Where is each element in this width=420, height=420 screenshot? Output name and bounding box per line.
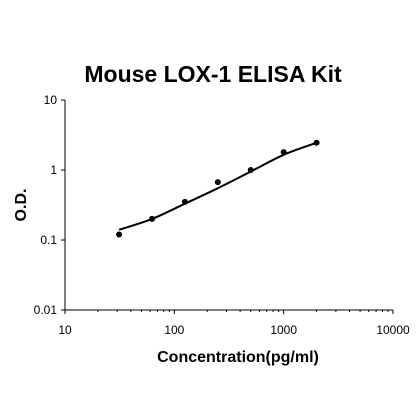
data-point: [280, 149, 287, 156]
data-point: [116, 231, 123, 238]
y-tick-label: 1: [50, 163, 57, 177]
data-point: [313, 139, 320, 146]
data-point: [214, 179, 221, 186]
y-axis-label: O.D.: [13, 189, 30, 222]
y-tick-label: 10: [44, 93, 58, 107]
plot-area: 10 100 1000 10000 0.01 0.1 1 10: [34, 93, 410, 337]
y-tick-label: 0.1: [40, 233, 57, 247]
y-tick-label: 0.01: [34, 303, 58, 317]
data-point: [181, 198, 188, 205]
data-points: [116, 139, 320, 238]
data-point: [149, 215, 156, 222]
x-axis-label: Concentration(pg/ml): [157, 349, 319, 366]
chart-title: Mouse LOX-1 ELISA Kit: [84, 61, 342, 87]
x-tick-label: 1000: [270, 323, 297, 337]
y-ticks: 0.01 0.1 1 10: [34, 93, 65, 317]
fit-curve: [118, 141, 317, 231]
x-tick-label: 100: [164, 323, 184, 337]
x-ticks: 10 100 1000 10000: [58, 310, 410, 337]
x-tick-label: 10: [58, 323, 72, 337]
data-point: [247, 167, 254, 173]
x-tick-label: 10000: [376, 323, 410, 337]
